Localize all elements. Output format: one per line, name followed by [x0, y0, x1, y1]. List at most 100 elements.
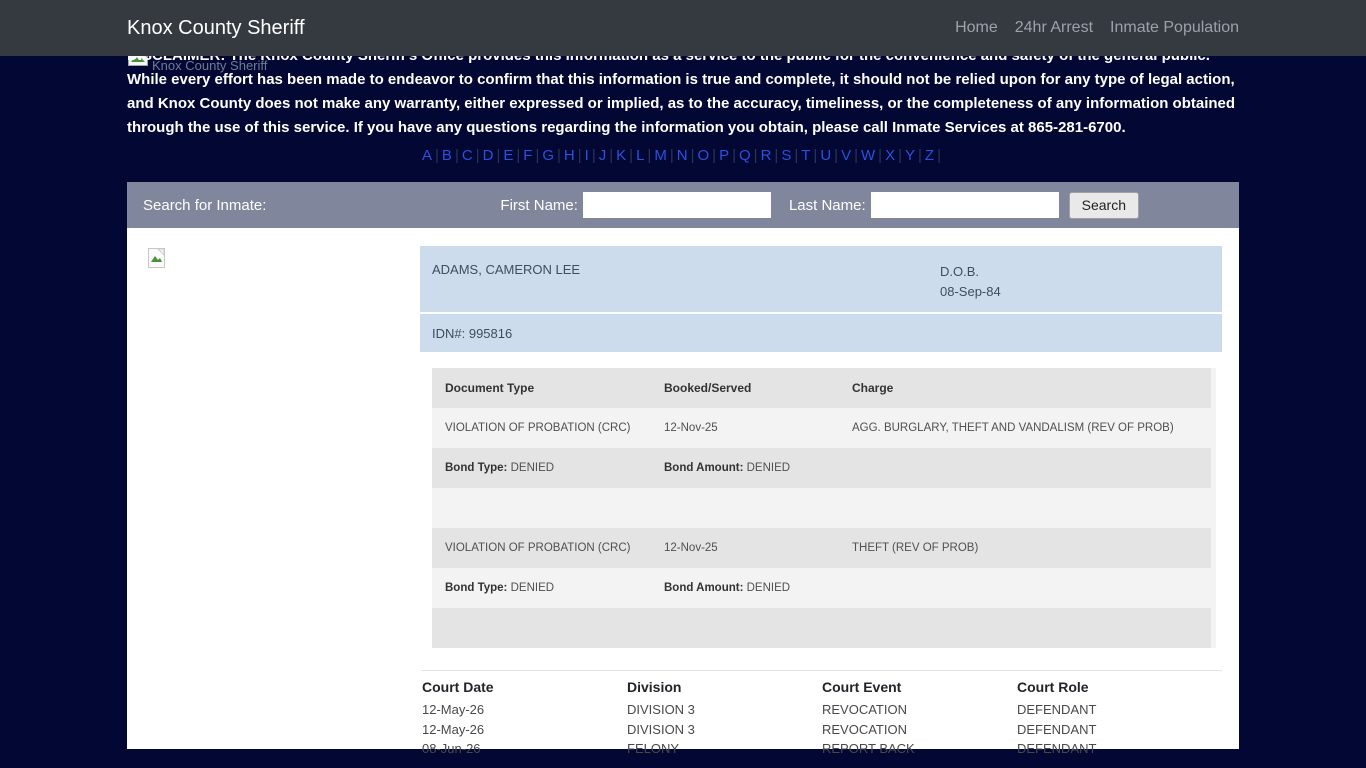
bond-type-cell: Bond Type: DENIED	[445, 462, 664, 474]
court-date-value: 12-May-26	[422, 721, 485, 737]
alpha-link-f[interactable]: F	[523, 147, 533, 164]
card-divider	[420, 312, 1222, 314]
dob-label: D.O.B.	[940, 264, 980, 279]
first-name-label: First Name:	[500, 196, 578, 214]
bond-amount-label: Bond Amount:	[664, 582, 744, 594]
alpha-link-d[interactable]: D	[482, 147, 494, 164]
inmate-name: ADAMS, CAMERON LEE	[432, 262, 581, 277]
court-header-row: Court Date Division Court Event Court Ro…	[422, 678, 1222, 696]
nav-link-inmate-population[interactable]: Inmate Population	[1110, 19, 1239, 36]
alpha-link-s[interactable]: S	[781, 147, 792, 164]
alpha-link-x[interactable]: X	[885, 147, 896, 164]
booked-served-value: 12-Nov-25	[664, 542, 718, 554]
nav-links: Home 24hr Arrest Inmate Population	[955, 19, 1239, 37]
charge-row: VIOLATION OF PROBATION (CRC) 12-Nov-25 A…	[432, 408, 1216, 448]
court-event-value: REVOCATION	[822, 721, 907, 737]
court-date-value: 08-Jun-26	[422, 741, 481, 756]
alphabet-index: A | B | C | D | E | F | G | H | I | J | K | L | M | N | O | P | Q | R | S | T |…	[422, 147, 941, 164]
court-row: 12-May-26 DIVISION 3 REVOCATION DEFENDAN…	[422, 700, 1222, 720]
col-document-type: Document Type	[445, 381, 535, 395]
bond-amount-cell: Bond Amount: DENIED	[664, 462, 852, 474]
col-court-role: Court Role	[1017, 679, 1089, 695]
booked-served-value: 12-Nov-25	[664, 422, 718, 434]
alpha-link-z[interactable]: Z	[924, 147, 935, 164]
alpha-link-e[interactable]: E	[503, 147, 514, 164]
spacer-row	[432, 608, 1211, 648]
search-bar: Search for Inmate: First Name: Last Name…	[127, 182, 1239, 228]
search-section-label: Search for Inmate:	[143, 196, 267, 214]
charges-table: Document Type Booked/Served Charge VIOLA…	[432, 368, 1216, 648]
broken-image-alt-text: Knox County Sheriff	[152, 58, 268, 73]
alpha-link-o[interactable]: O	[697, 147, 710, 164]
alpha-link-l[interactable]: L	[636, 147, 645, 164]
court-row: 08-Jun-26 FELONY REPORT BACK DEFENDANT	[422, 739, 1222, 759]
top-navbar: Knox County Sheriff Home 24hr Arrest Inm…	[0, 0, 1366, 56]
col-charge: Charge	[852, 381, 894, 395]
court-date-value: 12-May-26	[422, 702, 485, 717]
alpha-link-h[interactable]: H	[563, 147, 575, 164]
court-role-value: DEFENDANT	[1017, 741, 1097, 756]
charge-value: AGG. BURGLARY, THEFT AND VANDALISM (REV …	[852, 422, 1174, 434]
inmate-summary-card: ADAMS, CAMERON LEE D.O.B. 08-Sep-84 IDN#…	[420, 246, 1222, 352]
alpha-link-k[interactable]: K	[616, 147, 627, 164]
bond-type-label: Bond Type:	[445, 462, 508, 474]
alpha-link-r[interactable]: R	[760, 147, 772, 164]
alpha-link-i[interactable]: I	[584, 147, 589, 164]
bond-type-label: Bond Type:	[445, 582, 508, 594]
bond-amount-label: Bond Amount:	[664, 462, 744, 474]
alpha-link-m[interactable]: M	[654, 147, 667, 164]
col-booked-served: Booked/Served	[664, 381, 752, 395]
search-button[interactable]: Search	[1068, 191, 1139, 219]
inmate-photo-broken-image	[148, 248, 165, 273]
inmate-dob: D.O.B. 08-Sep-84	[940, 262, 1210, 312]
bond-type-value: DENIED	[510, 462, 555, 474]
col-court-event: Court Event	[822, 679, 902, 695]
bond-amount-value: DENIED	[746, 582, 791, 594]
alpha-link-u[interactable]: U	[820, 147, 832, 164]
bond-type-value: DENIED	[510, 582, 555, 594]
results-area: ADAMS, CAMERON LEE D.O.B. 08-Sep-84 IDN#…	[127, 228, 1239, 756]
alpha-link-j[interactable]: J	[598, 147, 607, 164]
broken-image-icon	[148, 248, 165, 268]
charge-row: VIOLATION OF PROBATION (CRC) 12-Nov-25 T…	[432, 528, 1211, 568]
col-division: Division	[627, 679, 682, 695]
court-row: 12-May-26 DIVISION 3 REVOCATION DEFENDAN…	[422, 720, 1222, 740]
spacer-row	[432, 488, 1216, 528]
alpha-link-c[interactable]: C	[461, 147, 473, 164]
alpha-link-v[interactable]: V	[841, 147, 852, 164]
bond-type-cell: Bond Type: DENIED	[445, 582, 664, 594]
alpha-link-q[interactable]: Q	[738, 147, 751, 164]
dob-value: 08-Sep-84	[940, 284, 1001, 299]
last-name-label: Last Name:	[788, 196, 866, 214]
last-name-input[interactable]	[870, 192, 1059, 218]
alpha-link-g[interactable]: G	[542, 147, 555, 164]
alpha-link-b[interactable]: B	[441, 147, 452, 164]
court-table: Court Date Division Court Event Court Ro…	[422, 670, 1222, 759]
alpha-link-p[interactable]: P	[719, 147, 730, 164]
court-event-value: REPORT BACK	[822, 741, 915, 756]
bond-row: Bond Type: DENIED Bond Amount: DENIED	[432, 448, 1211, 488]
document-type-value: VIOLATION OF PROBATION (CRC)	[445, 542, 631, 554]
alpha-link-y[interactable]: Y	[904, 147, 915, 164]
alpha-link-w[interactable]: W	[860, 147, 876, 164]
alpha-link-a[interactable]: A	[422, 147, 433, 164]
bond-amount-cell: Bond Amount: DENIED	[664, 582, 852, 594]
inmate-idn: IDN#: 995816	[432, 326, 513, 341]
nav-link-home[interactable]: Home	[955, 19, 998, 36]
first-name-input[interactable]	[582, 192, 771, 218]
charges-header-row: Document Type Booked/Served Charge	[432, 368, 1211, 408]
division-value: DIVISION 3	[627, 702, 695, 717]
alpha-link-n[interactable]: N	[676, 147, 688, 164]
alpha-link-t[interactable]: T	[801, 147, 811, 164]
bond-row: Bond Type: DENIED Bond Amount: DENIED	[432, 568, 1216, 608]
court-event-value: REVOCATION	[822, 702, 907, 717]
nav-link-24hr-arrest[interactable]: 24hr Arrest	[1014, 19, 1094, 36]
division-value: FELONY	[627, 741, 680, 756]
brand-title: Knox County Sheriff	[127, 16, 305, 39]
bond-amount-value: DENIED	[746, 462, 791, 474]
col-court-date: Court Date	[422, 679, 494, 695]
disclaimer-text: DISCLAIMER: The Knox County Sheriff's Of…	[127, 47, 1236, 136]
charge-value: THEFT (REV OF PROB)	[852, 542, 979, 554]
division-value: DIVISION 3	[627, 721, 695, 737]
court-role-value: DEFENDANT	[1017, 702, 1097, 717]
